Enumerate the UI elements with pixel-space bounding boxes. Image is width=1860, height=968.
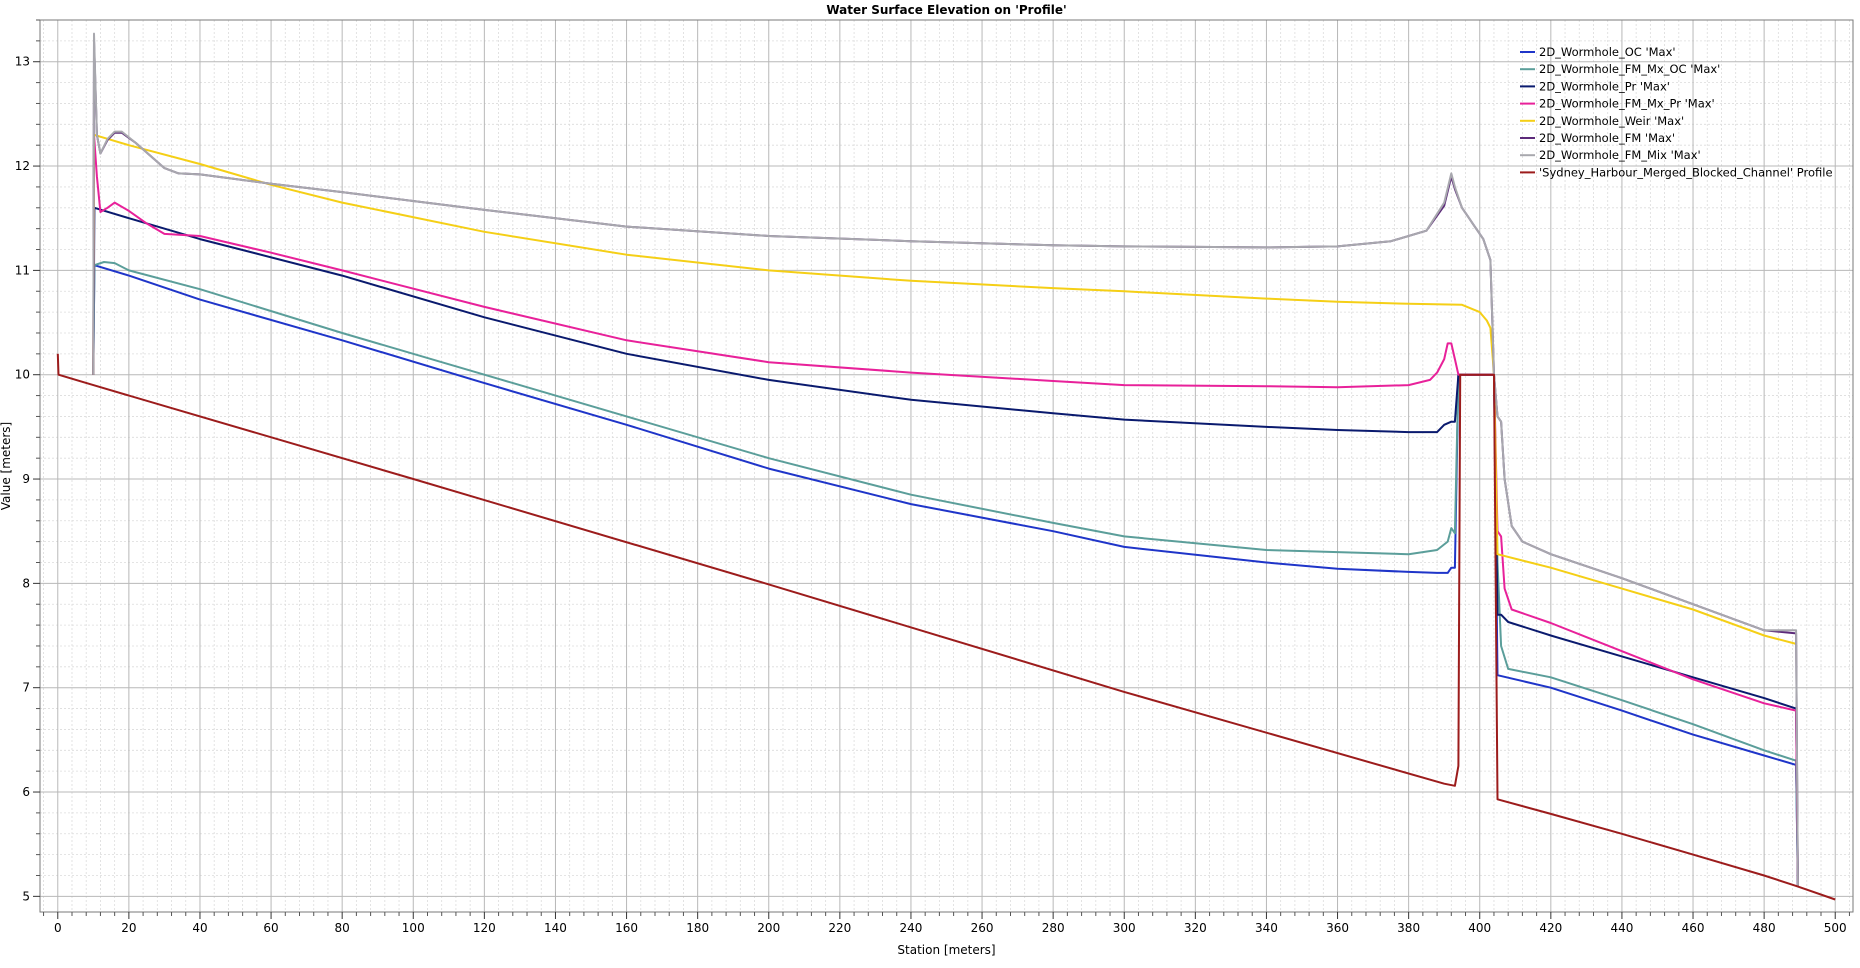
plot-frame bbox=[39, 19, 1854, 913]
series-line-4 bbox=[92, 133, 1799, 886]
series-line-2 bbox=[92, 261, 1799, 886]
x-tick-label: 200 bbox=[757, 921, 780, 935]
x-tick-label: 40 bbox=[192, 921, 207, 935]
x-tick-label: 420 bbox=[1539, 921, 1562, 935]
y-tick-label: 10 bbox=[15, 368, 30, 382]
x-tick-label: 360 bbox=[1326, 921, 1349, 935]
y-axis-title: Value [meters] bbox=[0, 422, 13, 510]
x-tick-label: 80 bbox=[335, 921, 350, 935]
legend-label: 2D_Wormhole_Weir 'Max' bbox=[1539, 114, 1684, 128]
series-line-5 bbox=[92, 133, 1797, 645]
series-line-1 bbox=[92, 264, 1799, 886]
x-tick-label: 340 bbox=[1255, 921, 1278, 935]
y-tick-label: 6 bbox=[22, 785, 30, 799]
legend-label: 2D_Wormhole_FM_Mx_Pr 'Max' bbox=[1539, 97, 1715, 111]
legend-label: 'Sydney_Harbour_Merged_Blocked_Channel' … bbox=[1539, 165, 1833, 179]
series-line-3 bbox=[92, 206, 1799, 886]
x-tick-label: 120 bbox=[473, 921, 496, 935]
y-tick-label: 8 bbox=[22, 576, 30, 590]
chart-title: Water Surface Elevation on 'Profile' bbox=[826, 3, 1066, 17]
legend-label: 2D_Wormhole_FM 'Max' bbox=[1539, 131, 1675, 145]
x-tick-label: 380 bbox=[1397, 921, 1420, 935]
series-line-7 bbox=[92, 32, 1799, 886]
x-tick-label: 300 bbox=[1113, 921, 1136, 935]
x-tick-label: 280 bbox=[1042, 921, 1065, 935]
legend-label: 2D_Wormhole_FM_Mx_OC 'Max' bbox=[1539, 62, 1720, 76]
x-tick-label: 220 bbox=[828, 921, 851, 935]
x-axis: 0 20 40 60 80 100 120 140 160 180 200 220 240 260 280 3… bbox=[43, 912, 1850, 935]
x-tick-label: 500 bbox=[1824, 921, 1847, 935]
y-tick-label: 12 bbox=[15, 159, 30, 173]
legend-label: 2D_Wormhole_Pr 'Max' bbox=[1539, 79, 1670, 93]
x-tick-label: 0 bbox=[54, 921, 62, 935]
x-tick-label: 140 bbox=[544, 921, 567, 935]
y-tick-label: 13 bbox=[15, 55, 30, 69]
x-tick-label: 400 bbox=[1468, 921, 1491, 935]
y-tick-label: 9 bbox=[22, 472, 30, 486]
x-tick-label: 160 bbox=[615, 921, 638, 935]
series-line-8 bbox=[56, 353, 1836, 901]
legend-label: 2D_Wormhole_OC 'Max' bbox=[1539, 45, 1676, 59]
y-axis: 5 6 7 8 9 10 11 12 13 bbox=[15, 19, 40, 903]
x-tick-label: 260 bbox=[971, 921, 994, 935]
x-tick-label: 440 bbox=[1610, 921, 1633, 935]
y-tick-label: 5 bbox=[22, 889, 30, 903]
series-layer bbox=[56, 32, 1836, 901]
x-axis-title: Station [meters] bbox=[897, 943, 995, 957]
y-tick-label: 7 bbox=[22, 681, 30, 695]
x-tick-label: 100 bbox=[402, 921, 425, 935]
legend-label: 2D_Wormhole_FM_Mix 'Max' bbox=[1539, 148, 1701, 162]
y-tick-label: 11 bbox=[15, 263, 30, 277]
x-tick-label: 480 bbox=[1753, 921, 1776, 935]
x-tick-label: 60 bbox=[263, 921, 278, 935]
x-tick-label: 460 bbox=[1682, 921, 1705, 935]
x-tick-label: 320 bbox=[1184, 921, 1207, 935]
x-tick-label: 240 bbox=[899, 921, 922, 935]
x-tick-label: 180 bbox=[686, 921, 709, 935]
x-tick-label: 20 bbox=[121, 921, 136, 935]
legend: 2D_Wormhole_OC 'Max' 2D_Wormhole_FM_Mx_OC… bbox=[1520, 45, 1833, 179]
major-gridlines bbox=[40, 20, 1853, 912]
